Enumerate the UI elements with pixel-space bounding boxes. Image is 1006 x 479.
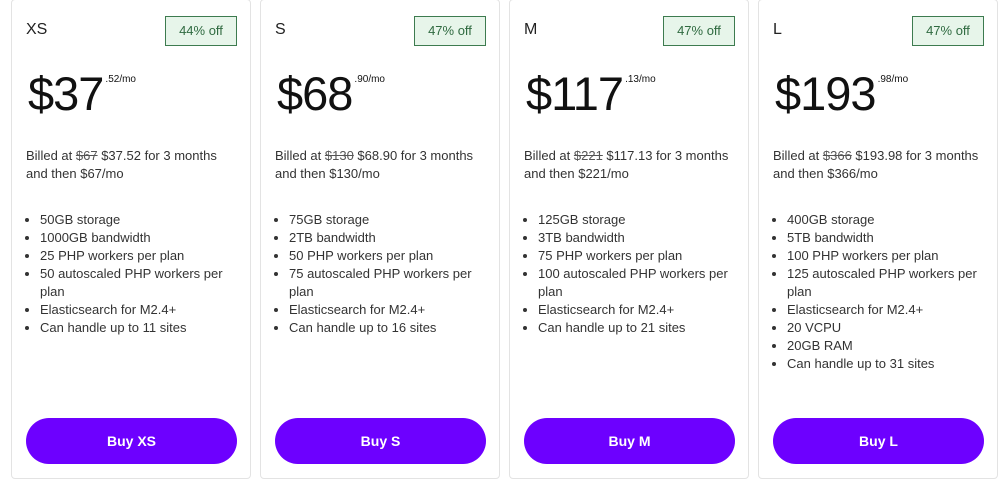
billed-rest: $37.52 for 3 months and then $67/mo [26, 148, 217, 181]
feature: 5TB bandwidth [787, 229, 987, 247]
feature: 50GB storage [40, 211, 240, 229]
feature: 75 PHP workers per plan [538, 247, 738, 265]
feature: 75 autoscaled PHP workers per plan [289, 265, 489, 301]
feature: 25 PHP workers per plan [40, 247, 240, 265]
price-cents: .13/mo [625, 74, 656, 85]
feature: 75GB storage [289, 211, 489, 229]
feature: Elasticsearch for M2.4+ [538, 301, 738, 319]
feature: 100 autoscaled PHP workers per plan [538, 265, 738, 301]
feature: Can handle up to 31 sites [787, 355, 987, 373]
billed-prefix: Billed at [773, 148, 820, 163]
buy-button[interactable]: Buy XS [26, 418, 237, 464]
buy-button[interactable]: Buy L [773, 418, 984, 464]
feature: 3TB bandwidth [538, 229, 738, 247]
feature: 50 PHP workers per plan [289, 247, 489, 265]
buy-button[interactable]: Buy M [524, 418, 735, 464]
price-whole: $68 [277, 67, 353, 120]
billed-prefix: Billed at [524, 148, 571, 163]
feature: 100 PHP workers per plan [787, 247, 987, 265]
plan-card: L 47% off $193.98/mo Billed at $366 $193.98… [758, 0, 998, 479]
original-price: $366 [822, 148, 852, 163]
price-cents: .90/mo [354, 74, 385, 85]
feature-list: 50GB storage1000GB bandwidth25 PHP worke… [26, 211, 240, 337]
price-whole: $193 [775, 67, 877, 120]
feature: Elasticsearch for M2.4+ [40, 301, 240, 319]
billed-rest: $193.98 for 3 months and then $366/mo [773, 148, 979, 181]
plan-name: XS [26, 21, 48, 38]
feature: 20GB RAM [787, 337, 987, 355]
feature-list: 125GB storage3TB bandwidth75 PHP workers… [524, 211, 738, 337]
feature: 400GB storage [787, 211, 987, 229]
billed-prefix: Billed at [275, 148, 322, 163]
price: $117.13/mo [526, 66, 656, 121]
price-cents: .98/mo [877, 74, 909, 85]
price-whole: $37 [28, 67, 104, 120]
billing-note: Billed at $366 $193.98 for 3 months and … [773, 147, 988, 183]
billing-note: Billed at $221 $117.13 for 3 months and … [524, 147, 739, 183]
buy-button[interactable]: Buy S [275, 418, 486, 464]
feature: 1000GB bandwidth [40, 229, 240, 247]
plan-name: L [773, 21, 782, 38]
price-whole: $117 [526, 67, 624, 120]
discount-badge: 47% off [414, 16, 486, 46]
feature: Can handle up to 21 sites [538, 319, 738, 337]
feature: 20 VCPU [787, 319, 987, 337]
feature: Can handle up to 16 sites [289, 319, 489, 337]
billed-prefix: Billed at [26, 148, 73, 163]
billed-rest: $68.90 for 3 months and then $130/mo [275, 148, 474, 181]
billing-note: Billed at $67 $37.52 for 3 months and th… [26, 147, 241, 183]
plan-card: XS 44% off $37.52/mo Billed at $67 $37.52 f… [11, 0, 251, 479]
original-price: $67 [75, 148, 98, 163]
discount-badge: 47% off [663, 16, 735, 46]
feature: 125GB storage [538, 211, 738, 229]
billed-rest: $117.13 for 3 months and then $221/mo [524, 148, 729, 181]
page: XS 44% off $37.52/mo Billed at $67 $37.52 f… [0, 0, 1006, 467]
plan-name: M [524, 21, 538, 38]
feature: 125 autoscaled PHP workers per plan [787, 265, 987, 301]
feature: Elasticsearch for M2.4+ [289, 301, 489, 319]
discount-badge: 47% off [912, 16, 984, 46]
price-cents: .52/mo [105, 74, 136, 85]
original-price: $130 [324, 148, 354, 163]
plan-card: S 47% off $68.90/mo Billed at $130 $68.90 f… [260, 0, 500, 479]
feature: Elasticsearch for M2.4+ [787, 301, 987, 319]
feature: 50 autoscaled PHP workers per plan [40, 265, 240, 301]
feature: Can handle up to 11 sites [40, 319, 240, 337]
feature-list: 400GB storage5TB bandwidth100 PHP worker… [773, 211, 987, 373]
price: $193.98/mo [775, 66, 908, 121]
feature: 2TB bandwidth [289, 229, 489, 247]
billing-note: Billed at $130 $68.90 for 3 months and t… [275, 147, 490, 183]
price: $68.90/mo [277, 66, 385, 121]
feature-list: 75GB storage2TB bandwidth50 PHP workers … [275, 211, 489, 337]
plan-name: S [275, 21, 286, 38]
plan-card: M 47% off $117.13/mo Billed at $221 $117.13… [509, 0, 749, 479]
price: $37.52/mo [28, 66, 136, 121]
original-price: $221 [573, 148, 603, 163]
discount-badge: 44% off [165, 16, 237, 46]
